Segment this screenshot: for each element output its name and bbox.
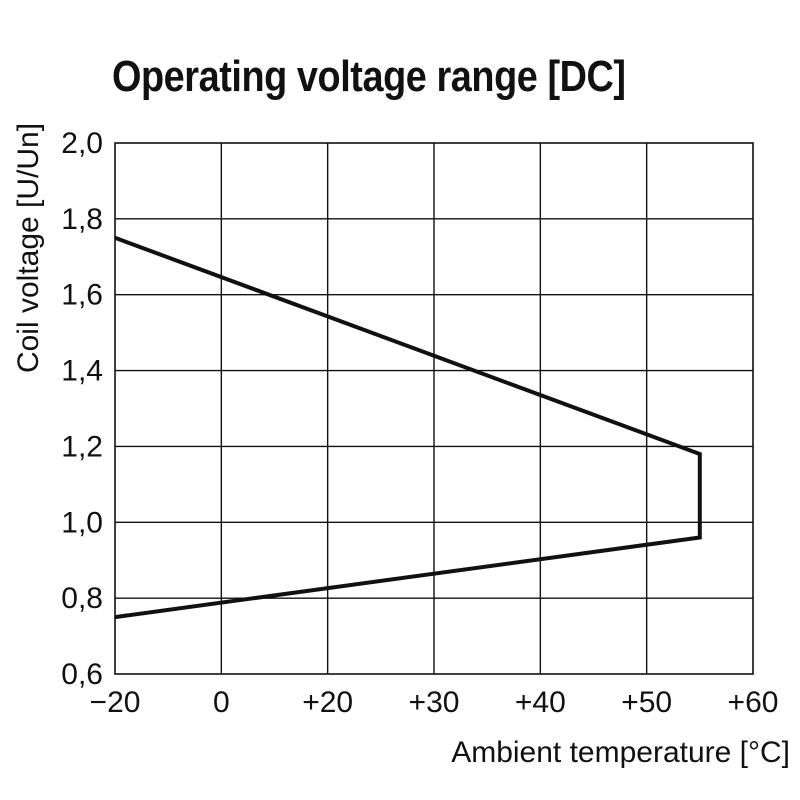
- x-axis-label: Ambient temperature [°C]: [451, 736, 790, 769]
- x-tick-label: +20: [302, 686, 353, 719]
- y-tick-labels: 2,0 1,8 1,6 1,4 1,2 1,0 0,8 0,6: [61, 127, 103, 691]
- plot-frame: [114, 142, 754, 675]
- y-axis-label: Coil voltage [U/Un]: [12, 123, 45, 373]
- y-tick-label: 1,8: [61, 203, 103, 236]
- y-tick-label: 0,6: [61, 658, 103, 691]
- y-tick-label: 1,6: [61, 279, 103, 312]
- chart-title: Operating voltage range [DC]: [112, 52, 626, 101]
- y-tick-label: 0,8: [61, 582, 103, 615]
- x-tick-label: −20: [90, 686, 141, 719]
- y-tick-label: 1,0: [61, 506, 103, 539]
- x-tick-label: +50: [621, 686, 672, 719]
- x-tick-labels: −20 0 +20 +30 +40 +50 +60: [90, 686, 779, 719]
- x-tick-label: +40: [515, 686, 566, 719]
- x-tick-label: +30: [409, 686, 460, 719]
- y-tick-label: 1,2: [61, 430, 103, 463]
- series-line-operating-range: [114, 235, 702, 620]
- y-tick-label: 1,4: [61, 355, 103, 388]
- y-tick-label: 2,0: [61, 127, 103, 160]
- x-tick-label: +60: [728, 686, 779, 719]
- grid-lines: [115, 143, 753, 674]
- x-tick-label: 0: [213, 686, 230, 719]
